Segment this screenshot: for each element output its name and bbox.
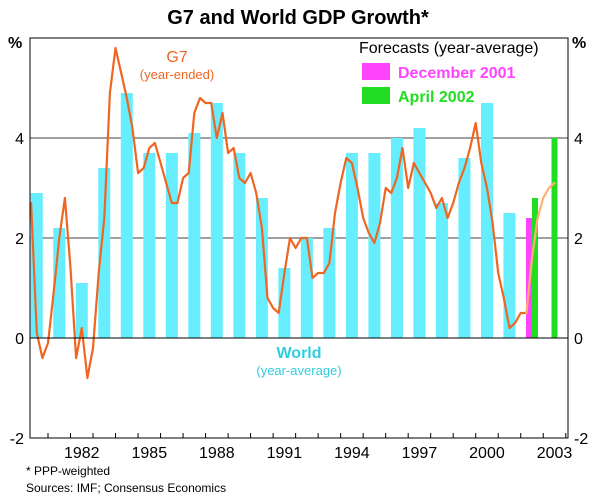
bar-world [165,153,178,338]
bar-world [458,158,471,338]
bar-world [345,153,358,338]
x-tick-label: 1994 [334,445,370,462]
bar-forecast-apr-2002 [551,138,558,338]
y-tick-label-right: 0 [574,331,583,348]
x-tick-label: 1985 [132,445,168,462]
y-unit-left: % [8,35,22,52]
y-tick-label-left: 4 [15,131,24,148]
y-tick-label-left: 0 [15,331,24,348]
bar-world [255,198,268,338]
bar-world [435,203,448,338]
y-tick-label-left: 2 [15,231,24,248]
bar-world [120,93,133,338]
y-tick-label-right: -2 [574,431,588,448]
x-tick-label: 2003 [537,445,573,462]
legend-label-apr-2002: April 2002 [398,89,475,106]
bar-world [210,103,223,338]
plot-frame [29,37,569,439]
y-unit-right: % [572,35,586,52]
bar-world [413,128,426,338]
bar-forecast-apr-2002 [531,198,538,338]
chart-title: G7 and World GDP Growth* [167,7,429,29]
legend-swatch-dec-2001 [362,63,390,80]
bar-world [188,133,201,338]
bar-world [143,153,156,338]
bar-world [503,213,516,338]
bar-world [30,193,43,338]
bar-world [233,153,246,338]
x-tick-label: 1982 [64,445,100,462]
forecast-legend: Forecasts (year-average) December 2001 Apr… [359,40,539,106]
bar-world [53,228,66,338]
bar-world [480,103,493,338]
bar-world [323,228,336,338]
x-tick-label: 1997 [402,445,438,462]
bar-world [278,268,291,338]
world-sublabel: (year-average) [256,363,341,378]
x-tick-label: 2000 [469,445,505,462]
axes: -2 -2 0 0 2 2 4 4% % 1982 1985 1988 1991 1994 1997 2000… [8,35,588,462]
bars [30,93,558,338]
bar-world [390,138,403,338]
g7-line [30,46,528,380]
footnote: * PPP-weighted [26,464,111,478]
g7-label: G7 [166,49,187,66]
legend-swatch-apr-2002 [362,87,390,104]
x-tick-label: 1991 [267,445,303,462]
x-tick-label: 1988 [199,445,235,462]
bar-world [98,168,111,338]
bar-world [75,283,88,338]
bar-world [368,153,381,338]
world-label: World [276,345,321,362]
y-tick-label-left: -2 [10,431,24,448]
legend-title: Forecasts (year-average) [359,40,539,57]
line-series [30,46,556,380]
series-labels: G7(year-ended) World(year-average) [140,49,342,378]
legend-label-dec-2001: December 2001 [398,65,516,82]
y-tick-label-right: 2 [574,231,583,248]
y-tick-label-right: 4 [574,131,583,148]
g7-sublabel: (year-ended) [140,67,214,82]
bar-world [300,238,313,338]
g7-forecast-line [525,181,556,315]
source-note: Sources: IMF; Consensus Economics [26,481,227,495]
